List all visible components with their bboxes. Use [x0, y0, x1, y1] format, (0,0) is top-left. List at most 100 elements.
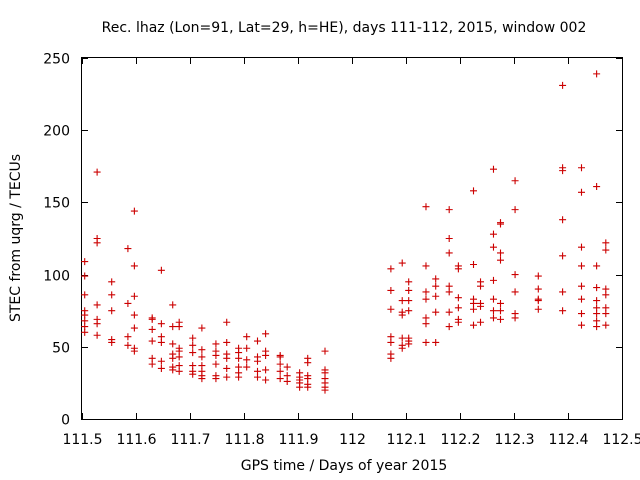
data-point — [497, 256, 504, 264]
data-point — [593, 70, 601, 78]
data-point — [445, 235, 453, 242]
y-axis: 0 50 100 150 200 250 — [43, 52, 622, 429]
data-point — [262, 376, 270, 384]
data-point — [262, 330, 270, 338]
data-point — [81, 328, 89, 336]
data-point — [405, 340, 413, 348]
data-point — [276, 353, 284, 361]
data-point — [593, 183, 601, 191]
data-point — [593, 310, 601, 318]
x-axis-label: GPS time / Days of year 2015 — [241, 458, 448, 474]
data-point — [405, 286, 413, 294]
data-point — [81, 258, 89, 266]
x-tick-label: 112.3 — [494, 432, 534, 448]
data-point — [511, 206, 519, 214]
data-point — [212, 351, 220, 359]
data-point — [477, 318, 485, 326]
data-point — [398, 311, 406, 319]
data-point — [93, 168, 101, 176]
data-point — [93, 331, 101, 339]
data-point — [148, 360, 156, 368]
data-point — [157, 357, 165, 365]
data-point — [108, 338, 116, 346]
y-tick-label: 100 — [43, 269, 70, 285]
data-point — [578, 282, 585, 290]
data-point — [169, 340, 177, 348]
data-point — [157, 338, 165, 346]
data-point — [511, 271, 519, 279]
y-tick-label: 250 — [43, 52, 70, 68]
data-point — [559, 167, 567, 175]
data-point — [422, 203, 430, 211]
data-point — [198, 353, 206, 361]
data-point — [470, 187, 477, 195]
data-point — [223, 373, 231, 381]
data-point — [432, 275, 440, 283]
x-tick-label: 112.5 — [602, 432, 640, 448]
data-point — [405, 278, 413, 286]
data-point — [602, 246, 610, 254]
data-point — [489, 276, 497, 284]
data-point — [445, 308, 453, 316]
data-point — [387, 305, 395, 313]
data-point — [497, 315, 504, 323]
data-point — [497, 220, 504, 228]
data-point — [387, 265, 395, 273]
y-tick-label: 150 — [43, 196, 70, 212]
x-tick-label: 112 — [339, 432, 366, 448]
data-point — [578, 262, 585, 270]
data-point — [108, 307, 116, 315]
data-point — [578, 321, 585, 329]
data-point — [254, 357, 261, 365]
data-point — [93, 320, 101, 328]
data-point — [593, 323, 601, 331]
data-point — [559, 288, 567, 296]
data-point — [243, 356, 251, 364]
data-point — [157, 364, 165, 372]
data-point — [398, 344, 406, 352]
data-point — [445, 323, 453, 331]
data-point — [422, 288, 430, 296]
data-point — [534, 272, 542, 280]
data-point — [454, 304, 462, 312]
data-point — [593, 262, 601, 270]
data-point — [578, 243, 585, 251]
data-point — [489, 295, 497, 303]
data-point — [470, 260, 477, 268]
data-point — [189, 349, 197, 357]
data-points — [81, 70, 610, 394]
data-point — [405, 307, 413, 315]
x-tick-label: 112.4 — [548, 432, 588, 448]
data-point — [304, 383, 312, 391]
data-point — [470, 305, 477, 313]
data-point — [175, 367, 183, 375]
data-point — [489, 230, 497, 238]
data-point — [432, 282, 440, 290]
x-tick-label: 112.1 — [386, 432, 426, 448]
data-point — [235, 354, 243, 362]
data-point — [497, 249, 504, 257]
data-point — [169, 323, 177, 331]
data-point — [157, 266, 165, 274]
data-point — [130, 207, 138, 215]
data-point — [387, 338, 395, 346]
data-point — [559, 307, 567, 315]
data-point — [130, 311, 138, 319]
data-point — [223, 338, 231, 346]
data-point — [489, 307, 497, 315]
data-point — [432, 292, 440, 300]
data-point — [130, 262, 138, 270]
data-point — [387, 354, 395, 362]
data-point — [511, 177, 519, 185]
data-point — [81, 291, 89, 299]
data-point — [262, 351, 270, 359]
data-point — [445, 249, 453, 257]
data-point — [454, 265, 462, 273]
data-point — [432, 308, 440, 316]
data-point — [398, 334, 406, 342]
x-tick-label: 111.9 — [278, 432, 318, 448]
data-point — [422, 262, 430, 270]
data-point — [489, 243, 497, 251]
data-point — [262, 366, 270, 374]
